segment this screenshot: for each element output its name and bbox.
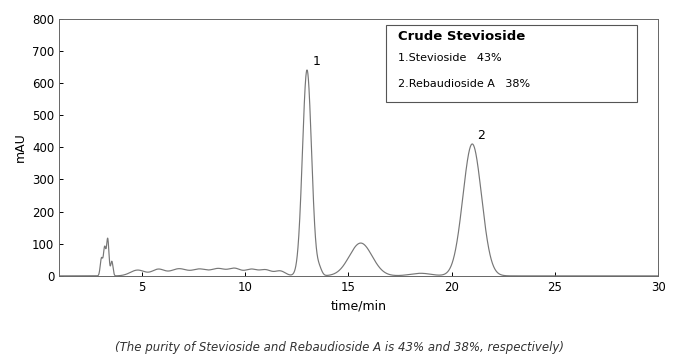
Text: 2: 2 xyxy=(477,129,485,142)
Text: 1.Stevioside   43%: 1.Stevioside 43% xyxy=(398,53,501,63)
Text: (The purity of Stevioside and Rebaudioside A is 43% and 38%, respectively): (The purity of Stevioside and Rebaudiosi… xyxy=(115,342,564,354)
Text: 2.Rebaudioside A   38%: 2.Rebaudioside A 38% xyxy=(398,79,530,89)
Bar xyxy=(386,25,637,102)
Text: 1: 1 xyxy=(312,55,320,68)
X-axis label: time/min: time/min xyxy=(331,299,386,312)
Text: Crude Stevioside: Crude Stevioside xyxy=(398,30,525,43)
Y-axis label: mAU: mAU xyxy=(14,132,26,162)
